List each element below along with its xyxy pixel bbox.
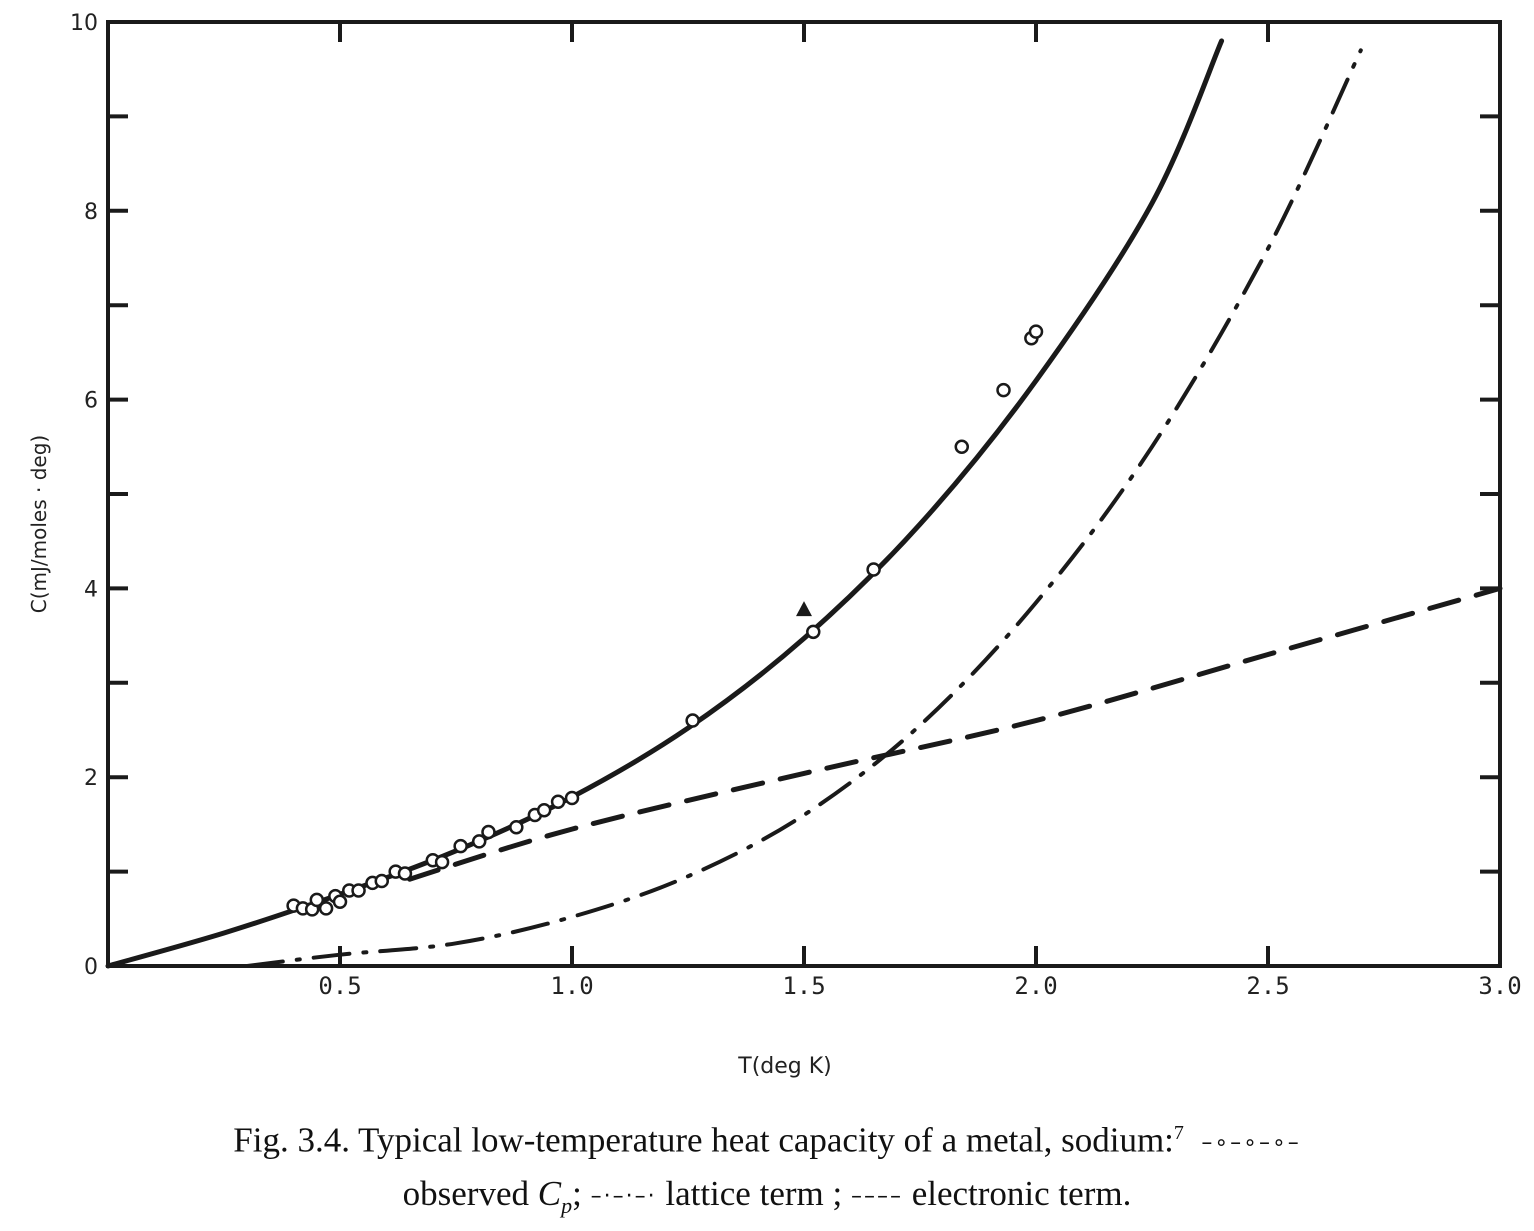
x-tick-label: 2.5 (1246, 972, 1289, 1000)
caption-electronic: electronic term. (911, 1173, 1132, 1213)
x-tick-label: 2.0 (1014, 972, 1057, 1000)
figure-caption: Fig. 3.4. Typical low-temperature heat c… (0, 1108, 1534, 1231)
observed-cp-curve (105, 38, 1225, 969)
observed-point (564, 790, 580, 806)
x-axis-label: T(deg K) (737, 1054, 832, 1079)
caption-line-1: Fig. 3.4. Typical low-temperature heat c… (0, 1108, 1534, 1169)
caption-cp-variable: C (537, 1173, 562, 1213)
triangle-marker (796, 601, 812, 617)
caption-cp-subscript: p (561, 1192, 573, 1218)
observed-legend-symbol: –∘–∘–∘– (1201, 1130, 1301, 1156)
y-tick-label: 6 (84, 389, 98, 414)
lattice-legend-symbol: –·–·–· (590, 1183, 657, 1209)
footnote-ref: 7 (1173, 1122, 1184, 1144)
observed-points (286, 324, 1044, 917)
observed-point (866, 562, 881, 577)
caption-text: Fig. 3.4. Typical low-temperature heat c… (233, 1120, 1174, 1160)
y-axis-label: C(mJ/moles · deg) (27, 435, 51, 613)
y-tick-label: 4 (84, 577, 98, 602)
observed-point (471, 834, 487, 849)
observed-point (374, 873, 390, 889)
observed-point (332, 894, 348, 910)
lattice-term-curve (245, 48, 1363, 968)
caption-observed: observed (402, 1173, 530, 1213)
observed-point (309, 892, 325, 908)
observed-point (1028, 324, 1044, 339)
x-tick-label: 1.0 (550, 972, 593, 1000)
series-layer (105, 38, 1503, 969)
observed-point (453, 838, 468, 854)
y-tick-label: 8 (84, 200, 98, 225)
observed-point (996, 382, 1011, 398)
x-tick-label: 3.0 (1478, 972, 1521, 1000)
caption-line-2: observed Cp; –·–·–· lattice term ; –––– … (0, 1169, 1534, 1231)
observed-point (318, 901, 334, 916)
observed-point (509, 819, 524, 835)
y-tick-label: 10 (70, 11, 98, 36)
observed-point (536, 802, 552, 818)
caption-separator: ; (572, 1173, 582, 1213)
observed-point (481, 824, 496, 840)
observed-point (434, 854, 450, 870)
axis-ticks (108, 22, 1500, 966)
observed-point (685, 713, 700, 728)
observed-point (806, 624, 821, 640)
observed-point (351, 883, 366, 898)
electronic-term-curve (407, 585, 1503, 882)
caption-lattice: lattice term ; (665, 1173, 843, 1213)
observed-point (397, 866, 413, 881)
x-tick-label: 1.5 (782, 972, 825, 1000)
observed-point (550, 794, 566, 809)
y-tick-label: 2 (84, 766, 98, 791)
electronic-legend-symbol: –––– (850, 1183, 903, 1209)
x-tick-label: 0.5 (318, 972, 361, 1000)
plot-frame (106, 20, 1502, 968)
axis-tick-labels: 0.5 1.0 1.5 2.0 2.5 3.0 0 2 4 6 8 10 (70, 11, 1522, 1000)
observed-point (954, 439, 970, 455)
y-tick-label: 0 (84, 955, 98, 980)
